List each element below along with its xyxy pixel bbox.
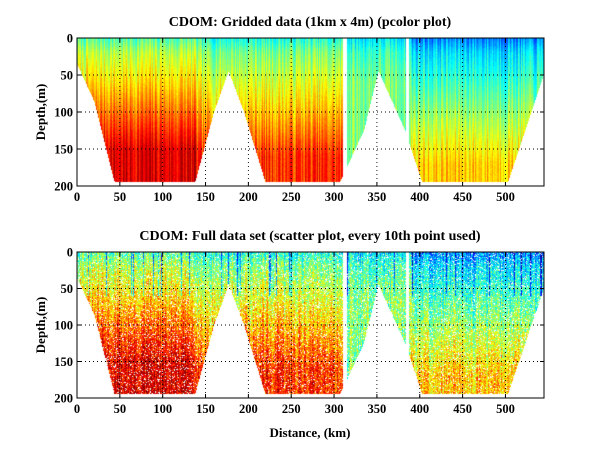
x-tick-label: 350 [368, 402, 387, 416]
x-axis-label: Distance, (km) [270, 425, 351, 440]
x-tick-label: 350 [368, 190, 387, 204]
x-tick-label: 450 [453, 190, 472, 204]
x-tick-label: 0 [74, 190, 80, 204]
x-tick-label: 450 [453, 402, 472, 416]
x-tick-label: 500 [496, 402, 515, 416]
y-tick-label: 150 [54, 143, 73, 157]
y-tick-label: 0 [67, 32, 73, 46]
x-tick-label: 50 [114, 190, 127, 204]
y-tick-label: 200 [54, 180, 73, 194]
gridded-plot-panel: CDOM: Gridded data (1km x 4m) (pcolor pl… [33, 15, 545, 204]
x-tick-label: 400 [410, 190, 429, 204]
scatter-gridlines [77, 252, 544, 398]
y-tick-label: 150 [54, 355, 73, 369]
gridded-y-axis-label: Depth,(m) [33, 84, 48, 141]
y-tick-label: 100 [54, 106, 73, 120]
x-tick-label: 0 [74, 402, 80, 416]
y-tick-label: 0 [67, 246, 73, 260]
x-tick-label: 300 [325, 402, 344, 416]
gridded-heatmap-raster [77, 38, 544, 186]
scatter-plot-title: CDOM: Full data set (scatter plot, every… [139, 229, 480, 244]
scatter-plot-panel: CDOM: Full data set (scatter plot, every… [33, 229, 545, 440]
scatter-points-raster [77, 252, 544, 398]
y-tick-label: 200 [54, 392, 73, 406]
gridded-heatmap-image [77, 38, 544, 186]
x-tick-label: 150 [196, 402, 215, 416]
x-tick-label: 500 [496, 190, 515, 204]
gridded-gridlines [77, 38, 544, 186]
x-tick-label: 250 [282, 402, 301, 416]
x-tick-label: 200 [239, 402, 258, 416]
y-tick-label: 50 [61, 69, 74, 83]
y-tick-label: 100 [54, 319, 73, 333]
gridded-ticks: 0 50 100 150 200 250 300 350 400 450 500 0 50 100 150 2… [54, 32, 544, 204]
x-tick-label: 200 [239, 190, 258, 204]
scatter-points-image [77, 252, 544, 398]
x-tick-label: 250 [282, 190, 301, 204]
x-tick-label: 100 [153, 402, 172, 416]
x-tick-label: 400 [410, 402, 429, 416]
scatter-ticks: 0 50 100 150 200 250 300 350 400 450 500 0 50 100 150 2… [54, 246, 544, 416]
gridded-plot-title: CDOM: Gridded data (1km x 4m) (pcolor pl… [169, 15, 452, 30]
x-tick-label: 100 [153, 190, 172, 204]
y-tick-label: 50 [61, 282, 74, 296]
x-tick-label: 50 [114, 402, 127, 416]
scatter-y-axis-label: Depth,(m) [33, 297, 48, 354]
x-tick-label: 150 [196, 190, 215, 204]
x-tick-label: 300 [325, 190, 344, 204]
